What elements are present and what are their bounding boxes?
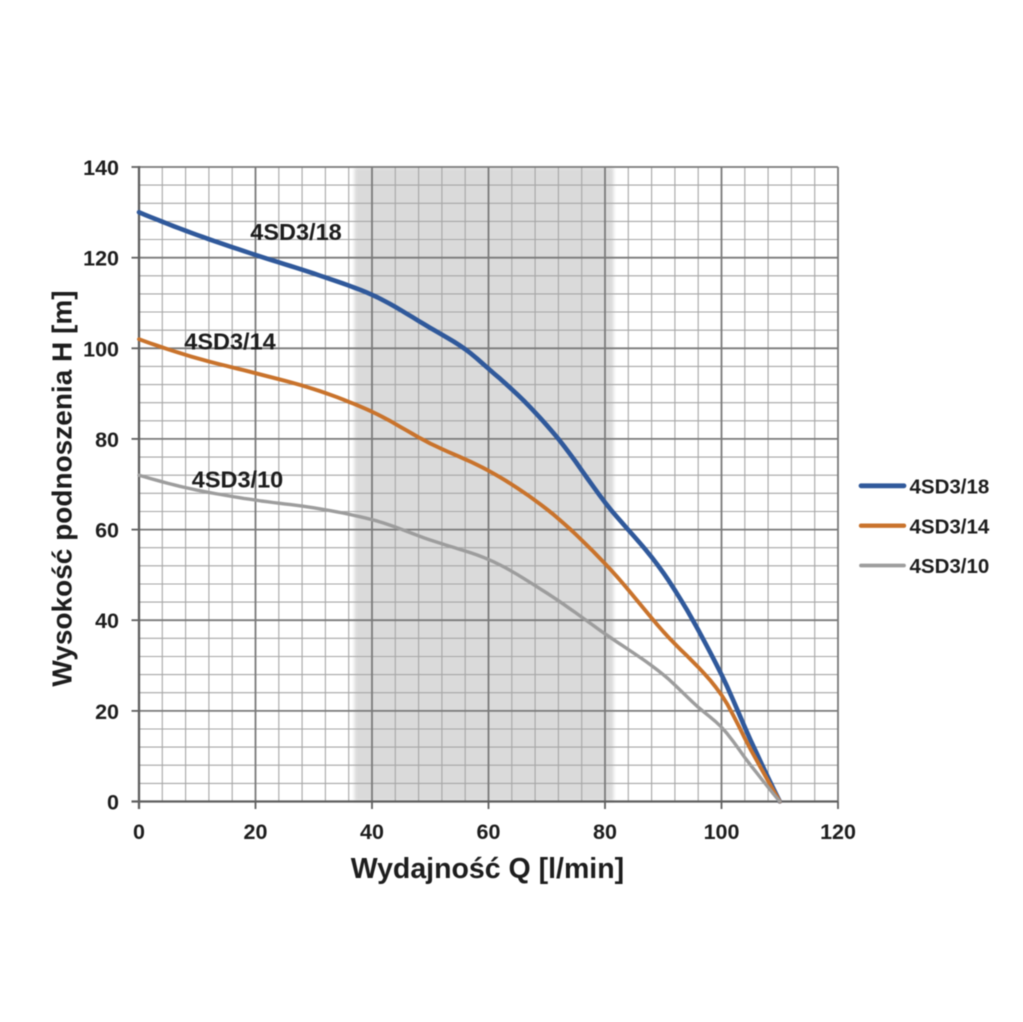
svg-text:40: 40 — [95, 609, 119, 633]
svg-text:20: 20 — [95, 700, 119, 724]
svg-text:40: 40 — [360, 820, 384, 844]
svg-text:100: 100 — [83, 337, 119, 361]
svg-text:120: 120 — [820, 820, 856, 844]
svg-text:80: 80 — [593, 820, 617, 844]
svg-text:4SD3/18: 4SD3/18 — [250, 219, 341, 245]
svg-text:20: 20 — [244, 820, 268, 844]
svg-text:Wysokość podnoszenia H [m]: Wysokość podnoszenia H [m] — [47, 290, 78, 686]
svg-text:60: 60 — [477, 820, 501, 844]
svg-text:4SD3/10: 4SD3/10 — [192, 467, 283, 493]
svg-text:100: 100 — [704, 820, 740, 844]
svg-text:4SD3/18: 4SD3/18 — [910, 475, 990, 498]
svg-text:Wydajność Q [l/min]: Wydajność Q [l/min] — [351, 853, 624, 885]
svg-text:4SD3/14: 4SD3/14 — [184, 329, 275, 355]
svg-text:4SD3/14: 4SD3/14 — [910, 515, 990, 538]
svg-text:140: 140 — [83, 156, 119, 180]
svg-text:120: 120 — [83, 247, 119, 271]
svg-text:60: 60 — [95, 519, 119, 543]
svg-text:4SD3/10: 4SD3/10 — [910, 555, 990, 578]
svg-text:80: 80 — [95, 428, 119, 452]
svg-text:0: 0 — [133, 820, 145, 844]
svg-text:0: 0 — [107, 791, 119, 815]
